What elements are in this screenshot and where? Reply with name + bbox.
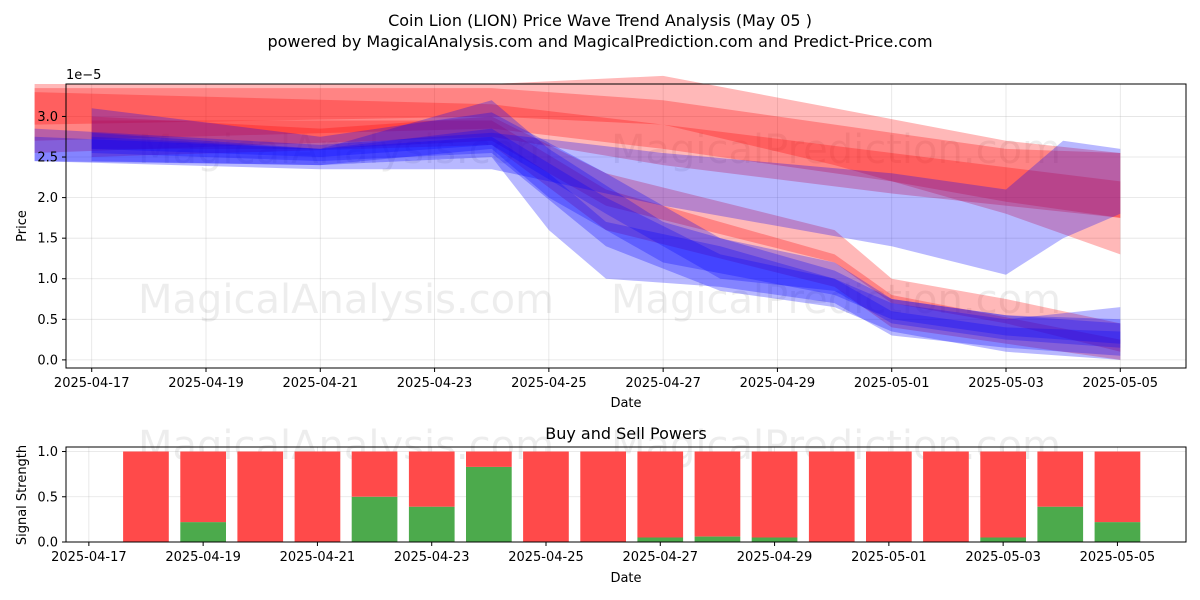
price-y-multiplier: 1e−5 [66, 68, 101, 83]
buy-bar [694, 536, 741, 542]
price-x-ticks: 2025-04-17 2025-04-19 2025-04-21 2025-04-23… [54, 368, 1158, 391]
price-x-tick-label: 2025-04-19 [168, 376, 244, 391]
price-y-tick-label: 2.0 [37, 191, 58, 206]
sell-bar [466, 451, 512, 467]
price-panel: MagicalAnalysis.com MagicalPrediction.co… [15, 68, 1187, 411]
price-y-axis-label: Price [15, 210, 30, 242]
buy-bar [408, 506, 455, 542]
signal-x-ticks: 2025-04-17 2025-04-19 2025-04-21 2025-04-23… [51, 542, 1155, 565]
watermark-analysis-top: MagicalAnalysis.com [138, 277, 554, 323]
price-x-tick-label: 2025-04-21 [283, 376, 359, 391]
price-x-tick-label: 2025-04-29 [740, 376, 816, 391]
signal-x-tick-label: 2025-04-19 [165, 550, 241, 565]
price-x-tick-label: 2025-05-03 [968, 376, 1044, 391]
sell-bar [180, 451, 226, 523]
price-x-tick-label: 2025-04-23 [397, 376, 473, 391]
chart-subtitle: powered by MagicalAnalysis.com and Magic… [267, 32, 932, 51]
price-bands [34, 75, 1121, 360]
signal-y-tick-label: 0.5 [37, 490, 58, 505]
sell-bar [1037, 451, 1084, 507]
buy-bar [351, 496, 398, 542]
price-y-tick-label: 1.0 [37, 272, 58, 287]
signal-x-tick-label: 2025-05-05 [1080, 550, 1156, 565]
signal-chart-title: Buy and Sell Powers [545, 424, 707, 443]
signal-y-tick-label: 1.0 [37, 445, 58, 460]
watermark-prediction-top-upper: MagicalPrediction.com [611, 127, 1061, 173]
price-y-tick-label: 2.5 [37, 151, 58, 166]
sell-bar [637, 451, 684, 538]
price-grid [66, 84, 1186, 368]
price-y-tick-label: 0.5 [37, 313, 58, 328]
sell-bar [408, 451, 455, 507]
price-x-tick-label: 2025-05-01 [854, 376, 930, 391]
price-band-blue-9 [91, 128, 1121, 360]
sell-bar [523, 451, 569, 542]
sell-bar [294, 451, 341, 542]
sell-bar [123, 451, 169, 542]
buy-bar [637, 537, 684, 542]
sell-bar [980, 451, 1026, 538]
sell-bar [351, 451, 398, 497]
signal-x-axis-label: Date [610, 571, 641, 586]
price-band-red-3 [34, 92, 1121, 218]
sell-bar [751, 451, 798, 538]
signal-x-tick-label: 2025-05-01 [851, 550, 927, 565]
price-band-blue-6 [34, 128, 1121, 275]
sell-bar [866, 451, 912, 542]
signal-y-axis-label: Signal Strength [15, 445, 30, 545]
sell-bar [694, 451, 741, 537]
price-x-axis-label: Date [610, 396, 641, 411]
signal-x-tick-label: 2025-04-17 [51, 550, 127, 565]
signal-y-tick-label: 0.0 [37, 536, 58, 551]
signal-x-tick-label: 2025-04-21 [280, 550, 356, 565]
buy-bar [1094, 522, 1141, 542]
buy-bar [751, 537, 798, 542]
price-band-red-2 [34, 75, 1121, 255]
signal-x-tick-label: 2025-04-23 [394, 550, 470, 565]
signal-x-tick-label: 2025-05-03 [965, 550, 1041, 565]
sell-bar [580, 451, 626, 542]
price-x-tick-label: 2025-05-05 [1083, 376, 1159, 391]
price-band-red-1 [34, 88, 1121, 218]
sell-bar [808, 451, 855, 542]
signal-x-tick-label: 2025-04-29 [737, 550, 813, 565]
signal-x-tick-label: 2025-04-27 [623, 550, 699, 565]
signal-y-ticks: 0.0 0.5 1.0 [37, 445, 66, 551]
buy-bar [980, 537, 1026, 542]
price-y-tick-label: 1.5 [37, 232, 58, 247]
price-y-tick-label: 3.0 [37, 110, 58, 125]
sell-bar [237, 451, 284, 542]
chart-title: Coin Lion (LION) Price Wave Trend Analys… [388, 11, 812, 30]
sell-bar [1094, 451, 1141, 523]
price-band-blue-8 [91, 100, 1121, 344]
sell-bar [923, 451, 969, 542]
buy-bar [180, 522, 226, 542]
buy-bar [1037, 506, 1084, 542]
price-band-blue-7 [34, 136, 1121, 356]
signal-bars [123, 451, 1141, 542]
watermark-prediction-top: MagicalPrediction.com [611, 277, 1061, 323]
price-band-red-4 [91, 116, 1121, 352]
signal-panel: Buy and Sell Powers MagicalAnalysis.com … [15, 423, 1187, 586]
buy-bar [466, 466, 512, 542]
price-plot-frame [65, 83, 1187, 369]
price-x-tick-label: 2025-04-25 [511, 376, 587, 391]
signal-plot-frame [65, 446, 1187, 543]
price-plot-background [66, 84, 1186, 368]
price-x-tick-label: 2025-04-17 [54, 376, 130, 391]
watermark-analysis-top-upper: MagicalAnalysis.com [138, 127, 554, 173]
price-band-blue-10 [91, 108, 1121, 348]
price-y-ticks: 0.0 0.5 1.0 1.5 2.0 2.5 3.0 [37, 110, 66, 368]
signal-x-tick-label: 2025-04-25 [508, 550, 584, 565]
price-y-tick-label: 0.0 [37, 353, 58, 368]
price-x-tick-label: 2025-04-27 [625, 376, 701, 391]
price-band-red-5 [91, 120, 1121, 360]
